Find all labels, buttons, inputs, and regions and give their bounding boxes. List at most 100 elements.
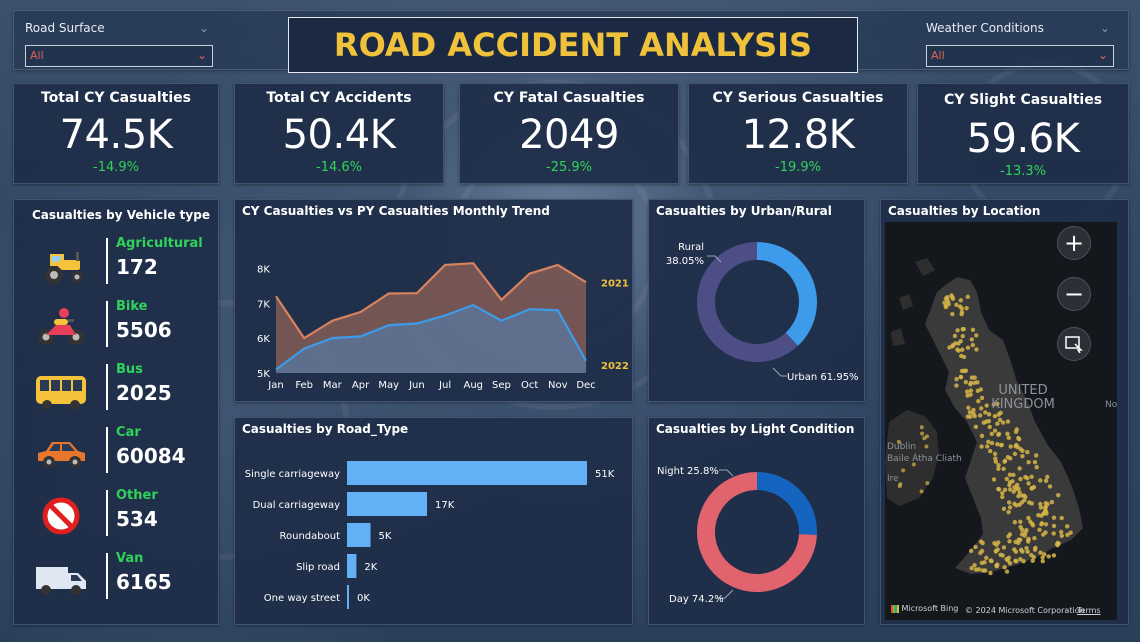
urban-rural-donut[interactable]: Rural 38.05% Urban 61.95% — [649, 200, 866, 403]
map-point — [968, 380, 973, 386]
map-point — [992, 428, 998, 433]
map-point — [1017, 490, 1022, 495]
map-point — [1058, 529, 1064, 535]
map-point — [967, 410, 973, 415]
map-point — [911, 462, 916, 467]
map-point — [991, 477, 997, 482]
map-point — [959, 309, 965, 315]
chevron-down-icon[interactable]: ⌄ — [1100, 21, 1111, 35]
kpi-card-fatal-casualties[interactable]: CY Fatal Casualties 2049 -25.9% — [459, 83, 679, 184]
map-point — [1051, 553, 1057, 558]
urban-rural-card[interactable]: Casualties by Urban/Rural Rural 38.05% Urb… — [648, 199, 865, 402]
map-landmass-ireland — [885, 410, 939, 506]
road-surface-dropdown[interactable]: All ⌄ — [25, 45, 213, 67]
kpi-card-slight-casualties[interactable]: CY Slight Casualties 59.6K -13.3% — [917, 83, 1129, 184]
road-type-card[interactable]: Casualties by Road_Type Single carriagew… — [234, 417, 633, 625]
map-point — [981, 420, 986, 425]
road-type-bar-chart[interactable]: Single carriageway 51K Dual carriageway 17K… — [235, 418, 634, 626]
map-point — [954, 383, 959, 388]
list-item[interactable]: Bike 5506 — [14, 299, 220, 355]
map-point — [1031, 484, 1037, 490]
monthly-trend-chart[interactable]: 5K 6K 7K 8K Jan Feb Mar Apr May Jun Jul Aug Sep Oct No… — [235, 200, 634, 403]
list-item[interactable]: Agricultural 172 — [14, 236, 220, 292]
map-point — [984, 555, 989, 561]
slice-day — [697, 472, 817, 592]
map-point — [1020, 448, 1025, 454]
light-condition-donut[interactable]: Night 25.8% Day 74.2% — [649, 418, 866, 626]
map-point — [988, 570, 993, 576]
map-point — [1007, 487, 1013, 492]
map-point — [992, 414, 998, 419]
vehicle-name: Other — [116, 488, 158, 503]
map-point — [1005, 431, 1010, 437]
map-point — [1014, 503, 1019, 508]
kpi-card-serious-casualties[interactable]: CY Serious Casualties 12.8K -19.9% — [688, 83, 908, 184]
map-point — [960, 347, 965, 352]
location-card-title: Casualties by Location — [888, 204, 1041, 218]
list-item[interactable]: Other 534 — [14, 488, 220, 544]
map-point — [1026, 481, 1031, 486]
series-line-2022 — [275, 303, 587, 371]
weather-slicer[interactable]: Weather Conditions ⌄ All ⌄ — [926, 21, 1116, 69]
zoom-out-button[interactable]: − — [1057, 277, 1091, 311]
kpi-card-total-accidents[interactable]: Total CY Accidents 50.4K -14.6% — [234, 83, 444, 184]
location-map[interactable]: UNITED KINGDOM Dublin Baile Átha Cliath … — [885, 222, 1117, 620]
weather-dropdown[interactable]: All ⌄ — [926, 45, 1114, 67]
list-item[interactable]: Bus 2025 — [14, 362, 220, 418]
map-point — [995, 401, 1000, 406]
list-item[interactable]: Car 60084 — [14, 425, 220, 481]
map-point — [987, 424, 992, 430]
map-point — [1007, 505, 1013, 510]
weather-label: Weather Conditions — [926, 21, 1044, 35]
map-point — [1065, 524, 1070, 529]
map-point — [964, 389, 970, 394]
map-point — [996, 431, 1002, 437]
map-point — [969, 337, 974, 342]
slice-label-rural: Rural — [678, 242, 704, 253]
map-point — [1037, 527, 1042, 533]
kpi-title: CY Slight Casualties — [943, 92, 1103, 108]
light-condition-card[interactable]: Casualties by Light Condition Night 25.8… — [648, 417, 865, 625]
map-point — [1013, 429, 1019, 434]
map-point — [996, 487, 1002, 492]
map-point — [925, 481, 930, 486]
road-surface-slicer[interactable]: Road Surface ⌄ All ⌄ — [25, 21, 215, 69]
vehicle-name: Bus — [116, 362, 143, 377]
kpi-title: Total CY Casualties — [41, 90, 191, 106]
map-point — [966, 405, 971, 410]
divider — [106, 490, 108, 536]
divider — [106, 427, 108, 473]
map-point — [1038, 550, 1043, 555]
map-point — [1007, 456, 1013, 461]
map-point — [1065, 532, 1070, 537]
map-point — [949, 293, 954, 298]
map-point — [919, 489, 924, 494]
map-point — [1023, 494, 1028, 500]
kpi-card-total-casualties[interactable]: Total CY Casualties 74.5K -14.9% — [13, 83, 219, 184]
map-point — [972, 563, 977, 568]
map-point — [1000, 553, 1005, 558]
x-tick-label: Feb — [295, 380, 313, 391]
map-point — [920, 431, 925, 436]
zoom-in-button[interactable]: + — [1057, 226, 1091, 260]
list-item[interactable]: Van 6165 — [14, 551, 220, 607]
chevron-down-icon[interactable]: ⌄ — [199, 21, 210, 35]
x-tick-label: Jun — [408, 380, 425, 391]
slice-night — [757, 472, 817, 536]
map-point — [1010, 479, 1015, 484]
map-point — [1029, 501, 1035, 506]
slice-label-night: Night 25.8% — [657, 466, 719, 477]
map-point — [987, 448, 993, 454]
series-line-2021 — [275, 262, 587, 340]
map-terms-link[interactable]: Terms — [1077, 606, 1101, 615]
monthly-trend-card[interactable]: CY Casualties vs PY Casualties Monthly T… — [234, 199, 633, 402]
kpi-value: 74.5K — [59, 112, 173, 158]
divider — [106, 238, 108, 284]
select-area-button[interactable] — [1057, 327, 1091, 361]
vehicle-value: 60084 — [116, 444, 186, 468]
location-map-card[interactable]: Casualties by Location UNITED KINGDOM Du… — [880, 199, 1129, 625]
map-point — [1039, 521, 1045, 526]
map-point — [955, 328, 960, 333]
map-point — [986, 412, 992, 417]
map-point — [1018, 557, 1023, 562]
